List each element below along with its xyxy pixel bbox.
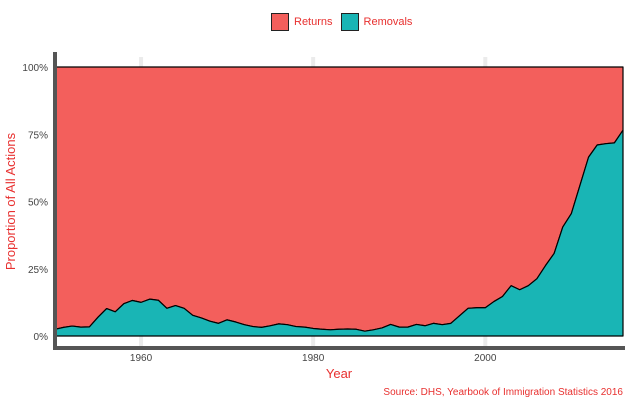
x-tick-label: 1980 <box>302 353 325 364</box>
y-axis-title: Proportion of All Actions <box>3 132 18 270</box>
legend-swatch-removals <box>340 13 359 31</box>
legend-item-removals: Removals <box>340 13 413 31</box>
y-tick-label: 0% <box>34 332 49 343</box>
x-tick-label: 2000 <box>474 353 497 364</box>
y-tick-label: 100% <box>22 63 48 74</box>
x-tick-label: 1960 <box>130 353 153 364</box>
legend-label-removals: Removals <box>363 16 413 28</box>
y-tick-label: 75% <box>28 130 48 141</box>
area-removals <box>54 129 624 337</box>
legend-label-returns: Returns <box>294 16 333 28</box>
y-tick-label: 50% <box>28 198 48 209</box>
legend: Returns Removals <box>271 12 412 32</box>
axes <box>53 52 625 350</box>
tick-labels: 0% 25% 50% 75% 100% 1960 1980 2000 <box>22 63 496 364</box>
legend-swatch-returns <box>271 13 289 31</box>
legend-item-returns: Returns <box>271 13 333 31</box>
source-caption: Source: DHS, Yearbook of Immigration Sta… <box>383 387 623 398</box>
y-tick-label: 25% <box>28 265 48 276</box>
x-axis-title: Year <box>326 366 353 381</box>
plot-areas <box>54 66 624 337</box>
